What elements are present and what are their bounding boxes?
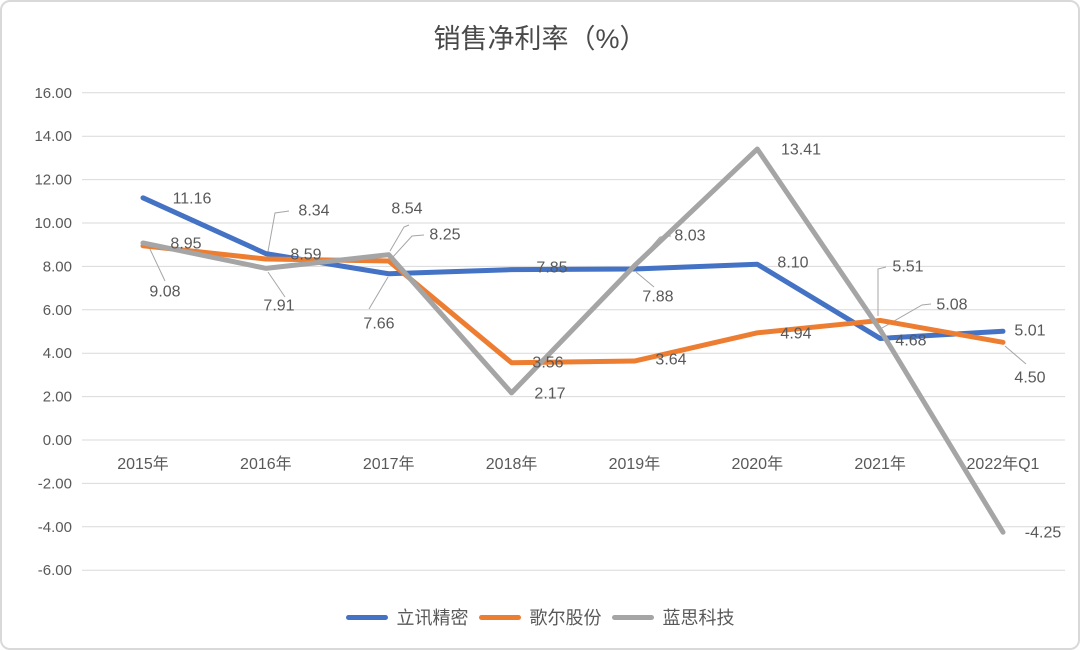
x-axis-label: 2017年: [363, 455, 415, 473]
legend-label: 立讯精密: [396, 608, 469, 628]
x-axis-label: 2018年: [486, 455, 538, 473]
data-label: 13.41: [781, 142, 821, 159]
data-label: 7.66: [363, 316, 394, 333]
data-label: 4.68: [895, 333, 926, 350]
y-tick-label: 0.00: [43, 432, 72, 449]
data-label: 3.56: [532, 355, 563, 372]
y-tick-label: -2.00: [38, 475, 72, 492]
y-tick-label: 16.00: [34, 85, 72, 102]
data-label: 5.08: [936, 297, 967, 314]
data-label: 8.59: [290, 247, 321, 264]
y-tick-label: 6.00: [43, 302, 72, 319]
label-leader-line: [635, 271, 655, 288]
legend-label: 歌尔股份: [529, 608, 602, 628]
label-leader-line: [389, 224, 410, 252]
legend-line-swatch: [478, 614, 521, 620]
label-leader-line: [266, 210, 290, 258]
data-label: 7.85: [536, 260, 567, 277]
data-label: 7.88: [642, 289, 673, 306]
data-label: 9.08: [149, 284, 180, 301]
data-label: -4.25: [1025, 525, 1062, 542]
x-axis-label: 2021年: [854, 455, 906, 473]
data-label: 5.01: [1014, 323, 1045, 340]
legend-item-1: 歌尔股份: [478, 604, 602, 630]
label-leader-line: [391, 234, 425, 259]
data-label: 8.10: [777, 255, 808, 272]
data-label: 8.03: [674, 228, 705, 245]
data-label: 8.95: [170, 236, 201, 253]
data-label: 5.51: [892, 259, 923, 276]
data-label: 8.25: [429, 227, 460, 244]
chart-title: 销售净利率（%）: [433, 24, 647, 54]
x-axis-label: 2020年: [731, 455, 783, 473]
label-leader-line: [148, 246, 166, 282]
data-label: 11.16: [173, 191, 212, 208]
y-tick-label: -4.00: [38, 519, 72, 536]
series-line-1: [140, 243, 1006, 366]
data-label: 8.54: [391, 201, 422, 218]
y-tick-label: 10.00: [34, 215, 72, 232]
label-leader-line: [368, 276, 389, 310]
legend-line-swatch: [611, 614, 654, 620]
x-axis-label: 2016年: [240, 455, 292, 473]
data-label: 4.50: [1014, 370, 1045, 387]
x-axis-label: 2019年: [609, 455, 661, 473]
data-label: 2.17: [534, 386, 565, 403]
data-label: 3.64: [655, 352, 686, 369]
series-line-2: [140, 146, 1006, 535]
x-axis-label: 2022年Q1: [967, 455, 1040, 473]
y-tick-label: 8.00: [43, 258, 72, 275]
label-leader-line: [1004, 345, 1027, 365]
legend-item-2: 蓝思科技: [611, 604, 735, 630]
data-label: 8.34: [298, 203, 329, 220]
y-tick-label: 4.00: [43, 345, 72, 362]
y-tick-label: -6.00: [38, 562, 72, 579]
chart-legend: 立讯精密 歌尔股份 蓝思科技: [2, 604, 1078, 630]
legend-line-swatch: [345, 614, 388, 620]
y-tick-label: 12.00: [34, 172, 72, 189]
data-label: 4.94: [780, 326, 811, 343]
label-leader-line: [877, 266, 887, 316]
y-tick-label: 14.00: [34, 128, 72, 145]
label-leader-line: [267, 271, 286, 298]
x-axis-label: 2015年: [117, 455, 169, 473]
y-tick-label: 2.00: [43, 389, 72, 406]
legend-label: 蓝思科技: [662, 608, 735, 628]
label-leader-line: [881, 303, 932, 329]
legend-item-0: 立讯精密: [345, 604, 469, 630]
data-label: 7.91: [263, 298, 294, 315]
